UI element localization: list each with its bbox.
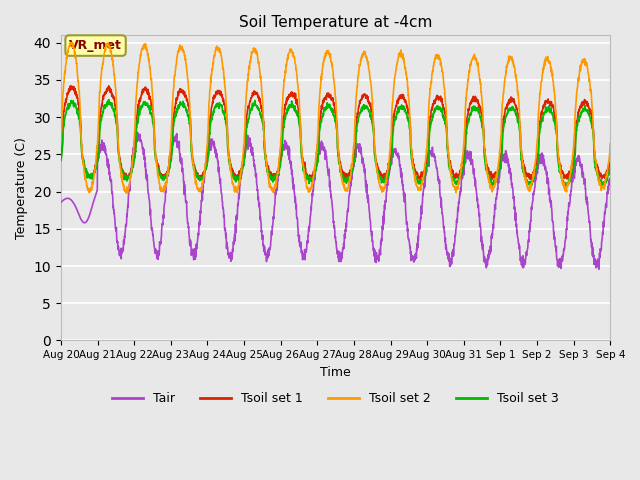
Tsoil set 2 — [67, 40, 74, 46]
Tsoil set 2 — [573, 85, 581, 91]
Tsoil set 3 — [563, 184, 571, 190]
Tsoil set 2 — [124, 190, 131, 196]
Tsoil set 2 — [211, 54, 218, 60]
Tair — [595, 266, 603, 272]
Line: Tair: Tair — [61, 132, 611, 269]
Tsoil set 1 — [488, 177, 495, 182]
Tair — [495, 175, 503, 181]
Tsoil set 1 — [352, 140, 360, 145]
Tair — [211, 141, 218, 146]
Tsoil set 1 — [496, 163, 504, 168]
Line: Tsoil set 3: Tsoil set 3 — [61, 99, 611, 187]
Tsoil set 2 — [496, 149, 504, 155]
Tsoil set 1 — [211, 92, 218, 98]
Text: VR_met: VR_met — [69, 39, 122, 52]
Tair — [607, 176, 614, 182]
Tsoil set 1 — [57, 156, 65, 161]
X-axis label: Time: Time — [320, 366, 351, 379]
Tsoil set 2 — [558, 175, 566, 180]
Tsoil set 3 — [105, 96, 113, 102]
Title: Soil Temperature at -4cm: Soil Temperature at -4cm — [239, 15, 432, 30]
Y-axis label: Temperature (C): Temperature (C) — [15, 137, 28, 239]
Tsoil set 3 — [364, 105, 371, 110]
Tair — [134, 130, 141, 135]
Tair — [364, 196, 371, 202]
Tsoil set 3 — [573, 123, 581, 129]
Tsoil set 1 — [573, 116, 581, 122]
Tsoil set 3 — [352, 149, 360, 155]
Tsoil set 1 — [607, 157, 614, 163]
Tair — [352, 146, 360, 152]
Tsoil set 2 — [607, 141, 614, 146]
Tsoil set 1 — [558, 169, 566, 175]
Tair — [57, 199, 65, 205]
Tsoil set 3 — [57, 158, 65, 164]
Line: Tsoil set 1: Tsoil set 1 — [61, 86, 611, 180]
Tair — [573, 158, 581, 164]
Tsoil set 1 — [364, 96, 371, 102]
Tsoil set 3 — [211, 105, 218, 111]
Tsoil set 2 — [364, 59, 372, 65]
Line: Tsoil set 2: Tsoil set 2 — [61, 43, 611, 193]
Tsoil set 3 — [558, 176, 566, 181]
Tsoil set 2 — [57, 138, 65, 144]
Tsoil set 3 — [495, 168, 503, 174]
Tsoil set 2 — [352, 101, 360, 107]
Tsoil set 3 — [607, 164, 614, 170]
Tair — [558, 258, 566, 264]
Tsoil set 1 — [105, 83, 113, 89]
Legend: Tair, Tsoil set 1, Tsoil set 2, Tsoil set 3: Tair, Tsoil set 1, Tsoil set 2, Tsoil se… — [107, 387, 564, 410]
